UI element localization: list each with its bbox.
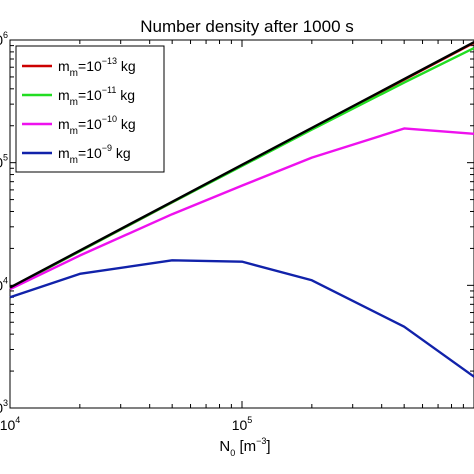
axis-ticks: 104105103104105106 [0, 30, 474, 433]
legend-entry: mm=10−10 kg [58, 114, 136, 137]
y-tick-label: 104 [0, 275, 8, 293]
legend: mm=10−13 kg mm=10−11 kg mm=10−10 kg mm=10−9… [15, 45, 165, 173]
series-line-3 [9, 127, 474, 291]
x-tick-label: 105 [232, 415, 253, 433]
series-line-5 [9, 41, 474, 289]
series-lines [9, 41, 474, 378]
legend-entry: mm=10−13 kg [58, 56, 136, 79]
y-tick-label: 106 [0, 30, 8, 48]
legend-entry: mm=10−9 kg [58, 143, 131, 166]
legend-entry: mm=10−11 kg [58, 85, 135, 108]
x-tick-label: 104 [0, 415, 20, 433]
series-line-4 [9, 259, 474, 378]
y-tick-label: 103 [0, 398, 8, 416]
chart-title: Number density after 1000 s [140, 17, 354, 36]
y-tick-label: 105 [0, 153, 8, 171]
x-axis-label: N0 [m−3] [219, 436, 270, 458]
